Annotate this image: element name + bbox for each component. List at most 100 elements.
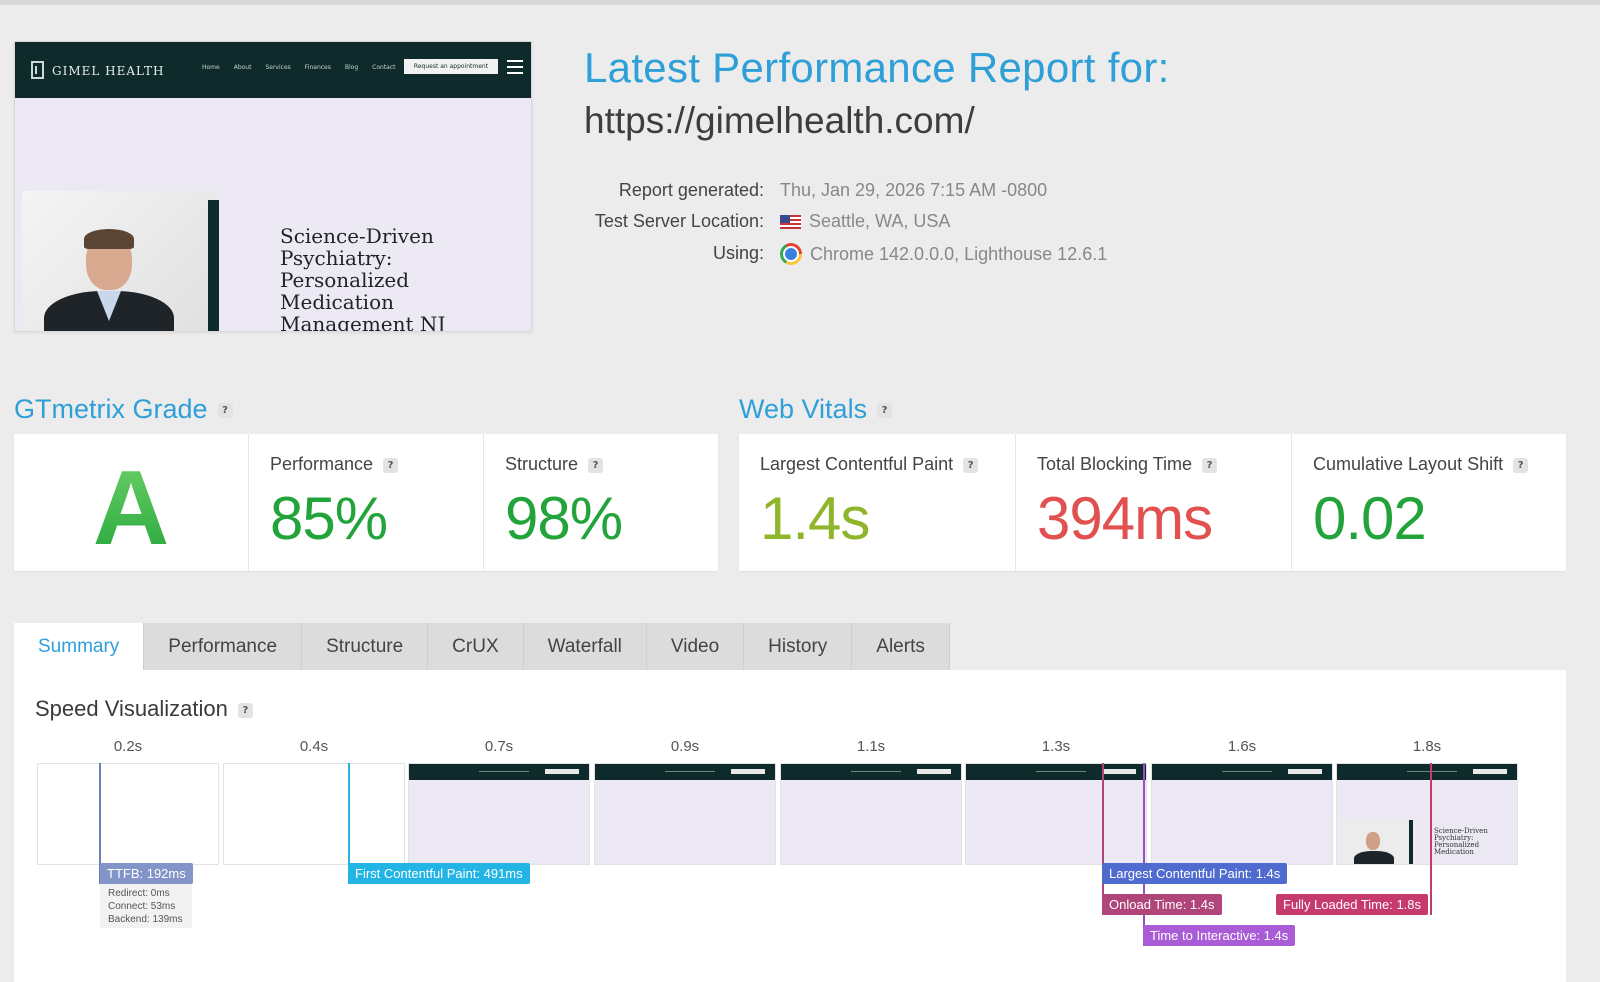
- page-screenshot-thumbnail[interactable]: GIMEL HEALTH Home About Services Finance…: [14, 41, 532, 332]
- timeline-tick: 1.3s: [1041, 738, 1071, 755]
- doctor-photo: [22, 191, 216, 331]
- timeline-tick: 0.2s: [113, 738, 143, 755]
- ttfb-marker: TTFB: 192ms: [100, 863, 193, 884]
- grade-cell: A: [14, 434, 248, 571]
- gtmetrix-grade-title: GTmetrix Grade?: [14, 394, 233, 425]
- test-location-value: Seattle, WA, USA: [780, 211, 950, 232]
- lcp-label-text: Largest Contentful Paint: [760, 454, 954, 474]
- filmstrip-frame[interactable]: [965, 763, 1147, 865]
- using-row: Using: Chrome 142.0.0.0, Lighthouse 12.6…: [584, 243, 1184, 267]
- tab-summary[interactable]: Summary: [14, 623, 145, 670]
- thumbnail-menu: Home About Services Finances Blog Contac…: [202, 64, 395, 71]
- help-icon[interactable]: ?: [1202, 457, 1218, 473]
- ttfb-breakdown: Redirect: 0ms Connect: 53ms Backend: 139…: [100, 884, 192, 928]
- hamburger-icon: [507, 60, 523, 74]
- thumbnail-headline: Science-Driven Psychiatry: Personalized …: [280, 224, 446, 332]
- thumbnail-accent-bar: [208, 200, 219, 331]
- help-icon[interactable]: ?: [588, 457, 604, 473]
- filmstrip-frame[interactable]: [37, 763, 219, 865]
- performance-label: Performance?: [270, 454, 399, 475]
- gtmetrix-grade-title-text: GTmetrix Grade: [14, 394, 208, 424]
- thumbnail-cta-button: Request an appointment: [404, 59, 498, 74]
- cls-label: Cumulative Layout Shift?: [1313, 454, 1529, 475]
- frame-photo: [1340, 818, 1410, 864]
- ttfb-line: [99, 763, 101, 884]
- tab-alerts[interactable]: Alerts: [852, 623, 950, 670]
- timeline-tick: 0.7s: [484, 738, 514, 755]
- cls-value: 0.02: [1313, 485, 1427, 552]
- tbt-value: 394ms: [1037, 485, 1213, 552]
- report-url[interactable]: https://gimelhealth.com/: [584, 100, 975, 141]
- summary-panel: Speed Visualization? 0.2s 0.4s 0.7s 0.9s…: [14, 670, 1566, 982]
- test-location-row: Test Server Location: Seattle, WA, USA: [584, 211, 1184, 235]
- lcp-marker: Largest Contentful Paint: 1.4s: [1102, 863, 1288, 884]
- tab-video[interactable]: Video: [646, 623, 745, 670]
- thumbnail-menu-item: About: [233, 64, 252, 71]
- structure-label: Structure?: [505, 454, 604, 475]
- report-tabs: Summary Performance Structure CrUX Water…: [14, 623, 950, 670]
- thumbnail-menu-item: Contact: [372, 64, 396, 71]
- filmstrip-frame[interactable]: [780, 763, 962, 865]
- report-generated-label: Report generated:: [618, 180, 764, 200]
- tab-history[interactable]: History: [744, 623, 853, 670]
- ttfb-redirect: Redirect: 0ms: [108, 888, 170, 899]
- web-vitals-title: Web Vitals?: [739, 394, 893, 425]
- timeline-tick: 0.4s: [299, 738, 329, 755]
- web-vitals-title-text: Web Vitals: [739, 394, 868, 424]
- web-vitals-card: Largest Contentful Paint? 1.4s Total Blo…: [739, 434, 1566, 571]
- report-generated-text: Thu, Jan 29, 2026 7:15 AM -0800: [780, 180, 1048, 200]
- thumbnail-menu-item: Services: [265, 64, 291, 71]
- test-location-text: Seattle, WA, USA: [809, 211, 951, 231]
- lcp-value: 1.4s: [760, 485, 870, 552]
- performance-score: 85%: [270, 485, 388, 552]
- cls-cell: Cumulative Layout Shift? 0.02: [1291, 434, 1566, 571]
- ttfb-connect: Connect: 53ms: [108, 901, 176, 912]
- filmstrip-frame[interactable]: [223, 763, 405, 865]
- gtmetrix-grade-card: A Performance? 85% Structure? 98%: [14, 434, 718, 571]
- tbt-label: Total Blocking Time?: [1037, 454, 1218, 475]
- lcp-cell: Largest Contentful Paint? 1.4s: [739, 434, 1015, 571]
- report-generated-row: Report generated: Thu, Jan 29, 2026 7:15…: [584, 180, 1184, 204]
- thumbnail-menu-item: Finances: [304, 64, 331, 71]
- tab-crux[interactable]: CrUX: [428, 623, 524, 670]
- fully-loaded-marker: Fully Loaded Time: 1.8s: [1276, 894, 1429, 915]
- filmstrip-frame[interactable]: Science-Driven Psychiatry: Personalized …: [1336, 763, 1518, 865]
- lcp-label: Largest Contentful Paint?: [760, 454, 979, 475]
- help-icon[interactable]: ?: [1513, 457, 1529, 473]
- report-generated-value: Thu, Jan 29, 2026 7:15 AM -0800: [780, 180, 1047, 201]
- using-label: Using:: [712, 243, 764, 263]
- cls-label-text: Cumulative Layout Shift: [1313, 454, 1504, 474]
- help-icon[interactable]: ?: [877, 403, 893, 419]
- using-text: Chrome 142.0.0.0, Lighthouse 12.6.1: [810, 243, 1108, 264]
- filmstrip-frame[interactable]: [1151, 763, 1333, 865]
- structure-label-text: Structure: [505, 454, 579, 474]
- help-icon[interactable]: ?: [237, 702, 253, 718]
- thumbnail-menu-item: Home: [202, 64, 220, 71]
- fcp-marker: First Contentful Paint: 491ms: [348, 863, 530, 884]
- report-title: Latest Performance Report for:: [584, 44, 1170, 91]
- ttfb-backend: Backend: 139ms: [108, 914, 183, 925]
- performance-cell: Performance? 85%: [248, 434, 483, 571]
- test-location-label: Test Server Location:: [594, 211, 764, 231]
- frame-headline: Science-Driven Psychiatry: Personalized …: [1434, 827, 1488, 856]
- timeline-tick: 1.6s: [1227, 738, 1257, 755]
- performance-label-text: Performance: [270, 454, 374, 474]
- help-icon[interactable]: ?: [383, 457, 399, 473]
- filmstrip-frame[interactable]: [408, 763, 590, 865]
- tab-structure[interactable]: Structure: [302, 623, 429, 670]
- fully-loaded-line: [1430, 763, 1432, 915]
- timeline-tick: 1.8s: [1412, 738, 1442, 755]
- thumbnail-menu-item: Blog: [344, 64, 359, 71]
- logo-icon: [31, 61, 44, 79]
- top-border: [0, 0, 1600, 5]
- tab-performance[interactable]: Performance: [144, 623, 303, 670]
- tab-waterfall[interactable]: Waterfall: [523, 623, 647, 670]
- using-value: Chrome 142.0.0.0, Lighthouse 12.6.1: [780, 243, 1107, 265]
- tbt-label-text: Total Blocking Time: [1037, 454, 1193, 474]
- help-icon[interactable]: ?: [963, 457, 979, 473]
- timeline-tick: 0.9s: [670, 738, 700, 755]
- structure-cell: Structure? 98%: [483, 434, 718, 571]
- filmstrip-frame[interactable]: [594, 763, 776, 865]
- thumbnail-navbar: GIMEL HEALTH Home About Services Finance…: [15, 42, 531, 98]
- help-icon[interactable]: ?: [217, 403, 233, 419]
